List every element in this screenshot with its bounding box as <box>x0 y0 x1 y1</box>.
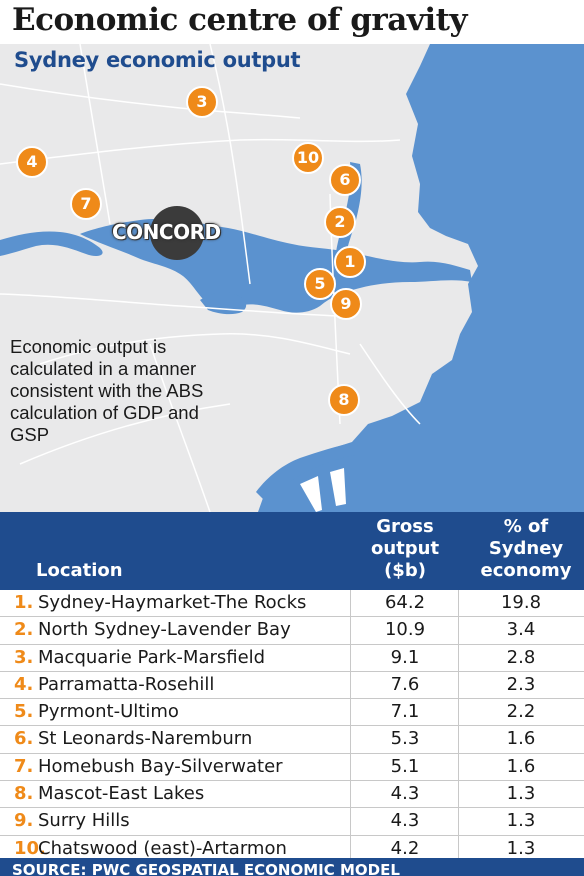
table-row: 4. Parramatta-Rosehill 7.6 2.3 <box>0 672 584 700</box>
concord-label: CONCORD <box>112 220 221 244</box>
map-marker-3: 3 <box>186 86 218 118</box>
map-subtitle: Sydney economic output <box>14 48 301 72</box>
header-gross-line: output <box>370 538 440 559</box>
row-location: Mascot-East Lakes <box>38 783 205 805</box>
row-location: North Sydney-Lavender Bay <box>38 619 291 641</box>
row-percent: 2.3 <box>506 673 536 695</box>
row-location: Homebush Bay-Silverwater <box>38 755 283 777</box>
map-marker-5: 5 <box>304 268 336 300</box>
row-number: 4. <box>14 673 34 695</box>
row-percent: 1.3 <box>506 810 536 832</box>
map-marker-9: 9 <box>330 288 362 320</box>
map-marker-1: 1 <box>334 246 366 278</box>
header-gross-line: ($b) <box>384 560 426 581</box>
table-row: 2. North Sydney-Lavender Bay 10.9 3.4 <box>0 617 584 645</box>
map-marker-8: 8 <box>328 384 360 416</box>
table-row: 6. St Leonards-Naremburn 5.3 1.6 <box>0 726 584 754</box>
header-gross-output: Gross output ($b) <box>360 516 450 582</box>
table-row: 7. Homebush Bay-Silverwater 5.1 1.6 <box>0 754 584 782</box>
row-number: 10. <box>14 837 46 859</box>
column-divider <box>350 590 351 858</box>
header-pct-line: % of <box>503 516 549 537</box>
page-title: Economic centre of gravity <box>12 2 467 38</box>
row-gross-output: 5.1 <box>390 755 420 777</box>
row-percent: 2.8 <box>506 646 536 668</box>
airport-runways <box>300 468 346 512</box>
map: 3 4 10 6 7 2 1 5 9 8 <box>0 44 584 512</box>
row-location: Parramatta-Rosehill <box>38 673 215 695</box>
row-gross-output: 4.3 <box>390 783 420 805</box>
table-row: 8. Mascot-East Lakes 4.3 1.3 <box>0 781 584 809</box>
table-header <box>0 512 584 590</box>
river-west <box>0 231 103 256</box>
row-number: 3. <box>14 646 34 668</box>
methodology-note: Economic output is calculated in a manne… <box>10 336 204 445</box>
map-marker-10: 10 <box>292 142 324 174</box>
source-line: SOURCE: PWC GEOSPATIAL ECONOMIC MODEL <box>0 858 584 876</box>
row-percent: 19.8 <box>500 592 542 613</box>
row-gross-output: 9.1 <box>390 646 420 668</box>
row-percent: 1.6 <box>506 728 536 750</box>
table-row: 9. Surry Hills 4.3 1.3 <box>0 808 584 836</box>
table-row: 3. Macquarie Park-Marsfield 9.1 2.8 <box>0 645 584 672</box>
concord-marker <box>150 206 204 260</box>
row-location: Pyrmont-Ultimo <box>38 701 179 723</box>
row-gross-output: 4.2 <box>390 837 420 859</box>
row-percent: 1.3 <box>506 783 536 805</box>
row-percent: 3.4 <box>506 619 536 641</box>
ocean <box>258 44 584 512</box>
row-gross-output: 5.3 <box>390 728 420 750</box>
row-gross-output: 7.6 <box>390 673 420 695</box>
row-gross-output: 10.9 <box>384 619 426 641</box>
row-percent: 1.3 <box>506 837 536 859</box>
map-marker-6: 6 <box>329 164 361 196</box>
header-gross-line: Gross <box>376 516 434 537</box>
header-pct-line: economy <box>480 560 572 581</box>
row-gross-output: 7.1 <box>390 701 420 723</box>
botany-bay <box>256 442 360 504</box>
header-pct-line: Sydney <box>488 538 564 559</box>
table-body: 1. Sydney-Haymarket-The Rocks 64.2 19.8 2. No… <box>0 590 584 863</box>
map-graphic <box>0 44 584 512</box>
row-gross-output: 64.2 <box>384 592 426 613</box>
row-number: 1. <box>14 592 34 613</box>
map-marker-7: 7 <box>70 188 102 220</box>
column-divider <box>458 590 459 858</box>
row-number: 2. <box>14 619 34 641</box>
row-number: 7. <box>14 755 34 777</box>
row-number: 9. <box>14 810 34 832</box>
row-number: 6. <box>14 728 34 750</box>
title-bar: Economic centre of gravity <box>0 0 584 44</box>
row-location: St Leonards-Naremburn <box>38 728 253 750</box>
map-marker-2: 2 <box>324 206 356 238</box>
row-location: Macquarie Park-Marsfield <box>38 646 266 668</box>
row-location: Chatswood (east)-Artarmon <box>38 837 287 859</box>
header-percent-economy: % of Sydney economy <box>466 516 584 582</box>
row-percent: 1.6 <box>506 755 536 777</box>
row-gross-output: 4.3 <box>390 810 420 832</box>
row-location: Surry Hills <box>38 810 130 832</box>
row-number: 5. <box>14 701 34 723</box>
row-number: 8. <box>14 783 34 805</box>
table-row: 5. Pyrmont-Ultimo 7.1 2.2 <box>0 699 584 727</box>
row-percent: 2.2 <box>506 701 536 723</box>
header-location: Location <box>36 560 123 581</box>
row-location: Sydney-Haymarket-The Rocks <box>38 592 307 613</box>
map-marker-4: 4 <box>16 146 48 178</box>
table-row: 1. Sydney-Haymarket-The Rocks 64.2 19.8 <box>0 590 584 618</box>
